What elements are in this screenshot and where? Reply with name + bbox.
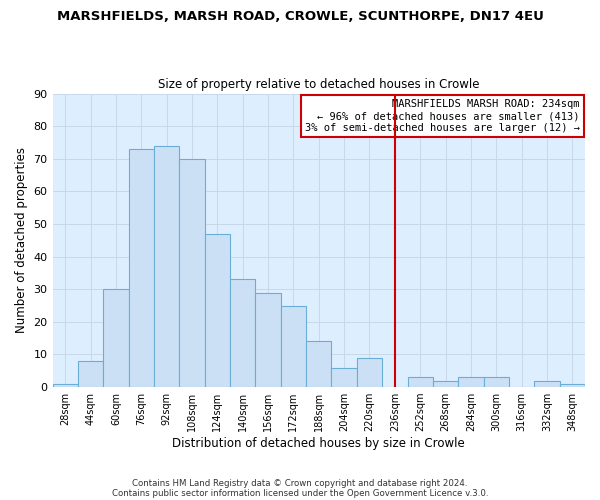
Bar [306,342,331,387]
Bar [560,384,585,387]
Bar [407,378,433,387]
Bar [256,292,281,387]
Bar [458,378,484,387]
Bar [230,280,256,387]
Bar [128,149,154,387]
Bar [154,146,179,387]
Bar [331,368,357,387]
Bar [179,159,205,387]
Bar [205,234,230,387]
Title: Size of property relative to detached houses in Crowle: Size of property relative to detached ho… [158,78,479,91]
Bar [534,380,560,387]
Bar [484,378,509,387]
Bar [357,358,382,387]
Bar [78,361,103,387]
Y-axis label: Number of detached properties: Number of detached properties [15,148,28,334]
Bar [281,306,306,387]
Text: MARSHFIELDS MARSH ROAD: 234sqm
← 96% of detached houses are smaller (413)
3% of : MARSHFIELDS MARSH ROAD: 234sqm ← 96% of … [305,100,580,132]
X-axis label: Distribution of detached houses by size in Crowle: Distribution of detached houses by size … [172,437,465,450]
Bar [53,384,78,387]
Text: Contains HM Land Registry data © Crown copyright and database right 2024.: Contains HM Land Registry data © Crown c… [132,478,468,488]
Bar [103,289,128,387]
Bar [433,380,458,387]
Text: MARSHFIELDS, MARSH ROAD, CROWLE, SCUNTHORPE, DN17 4EU: MARSHFIELDS, MARSH ROAD, CROWLE, SCUNTHO… [56,10,544,23]
Text: Contains public sector information licensed under the Open Government Licence v.: Contains public sector information licen… [112,488,488,498]
